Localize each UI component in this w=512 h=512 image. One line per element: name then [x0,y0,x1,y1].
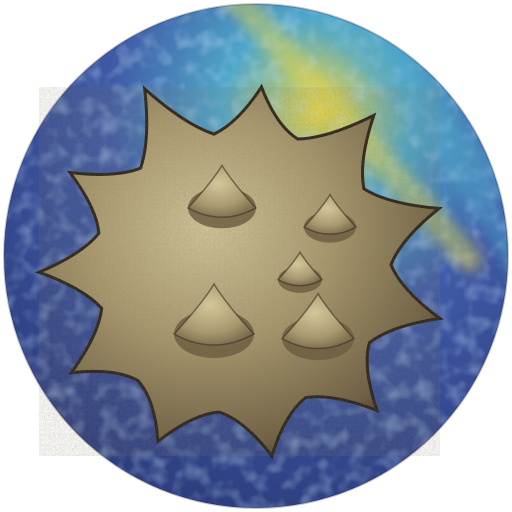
rock-spike [302,193,358,243]
rock-spike [186,163,258,229]
icon-rim [3,3,509,509]
rock-spike [280,292,356,361]
light-streak [367,27,508,343]
rock-spike [172,282,256,358]
rock-spike [276,250,324,293]
spiked-rock [35,83,444,460]
